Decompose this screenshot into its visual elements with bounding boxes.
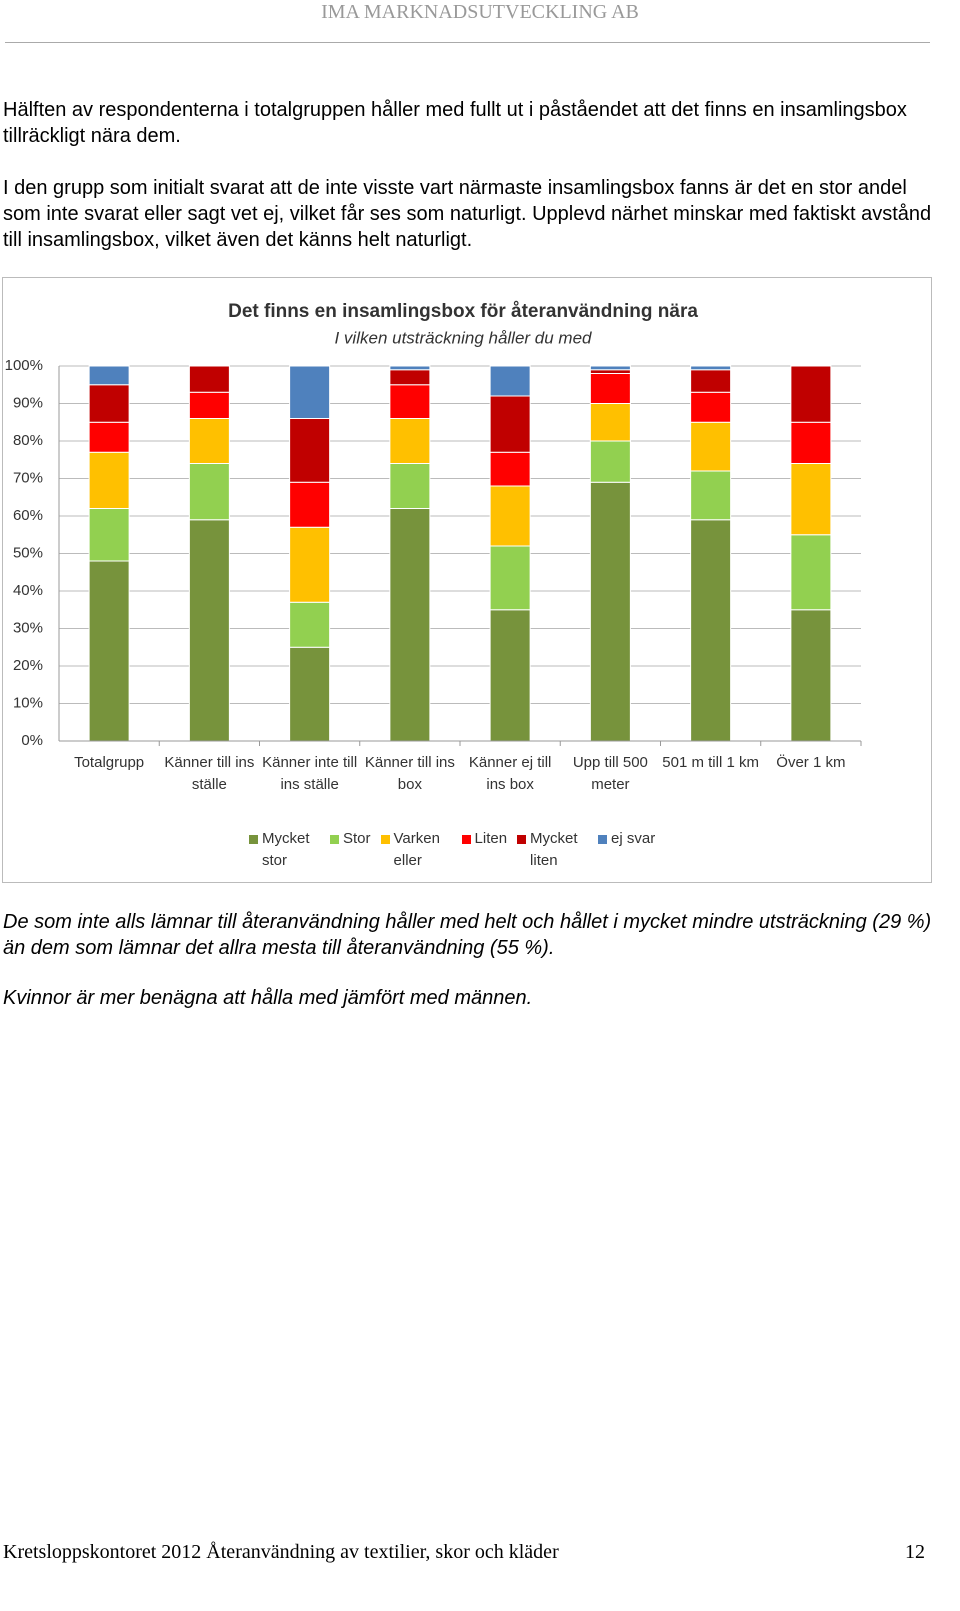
legend-swatch — [461, 835, 471, 844]
bar-segment — [589, 403, 631, 442]
bar-segment — [389, 463, 431, 509]
header-rule — [5, 42, 930, 43]
y-tick-label: 100% — [5, 357, 43, 374]
legend-swatch — [598, 835, 608, 844]
paragraph: Hälften av respondenterna i totalgruppen… — [3, 99, 907, 147]
bar-segment — [289, 481, 331, 528]
bar-segment — [589, 373, 631, 404]
bar-segment — [690, 421, 732, 472]
bar-segment — [489, 609, 531, 742]
bar-segment — [389, 418, 431, 464]
bar-segment — [489, 451, 531, 487]
bar-segment — [188, 391, 230, 419]
legend-item: ej svar — [598, 828, 655, 872]
legend-label: Mycket stor — [262, 830, 310, 869]
legend-label: Varken eller — [393, 830, 440, 869]
bar-segment — [690, 365, 732, 371]
legend-label: Liten — [474, 830, 508, 847]
bar-segment — [88, 451, 130, 509]
bar-segment — [589, 365, 631, 371]
legend-item: Mycket liten — [517, 828, 588, 872]
y-tick-label: 50% — [13, 544, 43, 561]
chart-title: Det finns en insamlingsbox för återanvän… — [228, 301, 698, 322]
y-tick-label: 70% — [13, 469, 43, 486]
y-tick-label: 90% — [13, 394, 43, 411]
legend-item: Varken eller — [380, 828, 452, 872]
note: De som inte alls lämnar till återanvändn… — [3, 911, 932, 959]
bar-segment — [790, 534, 832, 611]
bar-segment — [389, 508, 431, 742]
bar-segment — [389, 384, 431, 419]
bar-segment — [88, 560, 130, 742]
bar-segment — [489, 365, 531, 397]
x-tick-label: Känner till ins box — [364, 754, 455, 793]
legend-swatch — [249, 835, 258, 844]
legend-label: ej svar — [611, 830, 656, 847]
bar-segment — [690, 519, 732, 742]
bar-segment — [690, 470, 732, 521]
x-tick-label: Över 1 km — [776, 754, 846, 771]
bar-segment — [289, 418, 331, 483]
paragraph: I den grupp som initialt svarat att de i… — [3, 177, 932, 251]
x-tick-label: Känner till ins ställe — [164, 754, 255, 793]
y-tick-label: 80% — [13, 432, 43, 449]
bar-segment — [790, 365, 832, 423]
x-tick-label: 501 m till 1 km — [662, 754, 759, 771]
legend-label: Stor — [343, 830, 371, 847]
chart: Det finns en insamlingsbox för återanvän… — [5, 301, 862, 749]
legend-swatch — [380, 835, 390, 844]
y-tick-label: 40% — [13, 582, 43, 599]
bar-segment — [188, 519, 230, 742]
bar-segment — [88, 365, 130, 386]
bar-segment — [188, 418, 230, 464]
legend-label: Mycket liten — [530, 830, 578, 869]
bar-segment — [690, 391, 732, 423]
legend-item: Stor — [330, 828, 371, 872]
bar-segment — [289, 646, 331, 742]
bar-segment — [589, 481, 631, 742]
legend-swatch — [517, 835, 527, 844]
bar-segment — [88, 421, 130, 453]
y-tick-label: 30% — [13, 619, 43, 636]
page-number: 12 — [905, 1541, 925, 1563]
chart-frame: Det finns en insamlingsbox för återanvän… — [2, 277, 932, 883]
bar-segment — [790, 463, 832, 536]
y-tick-label: 60% — [13, 507, 43, 524]
note: Kvinnor är mer benägna att hålla med jäm… — [3, 987, 533, 1009]
bar-segment — [88, 508, 130, 562]
bar-segment — [289, 526, 331, 603]
x-tick-label: Totalgrupp — [74, 754, 145, 771]
bar-segment — [690, 369, 732, 393]
bar-segment — [489, 545, 531, 611]
bar-segment — [489, 395, 531, 453]
bar-segment — [589, 369, 631, 374]
bar-segment — [489, 485, 531, 547]
x-tick-label: Känner inte till ins ställe — [262, 754, 358, 793]
bar-segment — [790, 609, 832, 742]
chart-subtitle: I vilken utsträckning håller du med — [334, 328, 592, 347]
legend-item: Liten — [461, 828, 508, 872]
x-tick-label: Känner ej till ins box — [468, 754, 552, 793]
legend: Mycket stor Stor Varken eller Liten Mycket l… — [249, 828, 655, 872]
footer-text: Kretsloppskontoret 2012 Återanvändning a… — [3, 1541, 559, 1563]
legend-item: Mycket stor — [249, 828, 320, 872]
bar-segment — [389, 365, 431, 371]
legend-swatch — [330, 835, 339, 844]
bar-segment — [289, 601, 331, 648]
y-tick-label: 20% — [13, 657, 43, 674]
x-tick-label: Upp till 500 meter — [572, 754, 648, 793]
header: IMA MARKNADSUTVECKLING AB — [321, 1, 639, 23]
bar-segment — [88, 384, 130, 423]
bar-segment — [589, 440, 631, 483]
bar-segment — [188, 463, 230, 521]
y-tick-label: 0% — [21, 732, 43, 749]
bar-segment — [289, 365, 331, 419]
bar-segment — [790, 421, 832, 464]
bar-segment — [389, 369, 431, 386]
y-tick-label: 10% — [13, 694, 43, 711]
bar-segment — [188, 365, 230, 393]
